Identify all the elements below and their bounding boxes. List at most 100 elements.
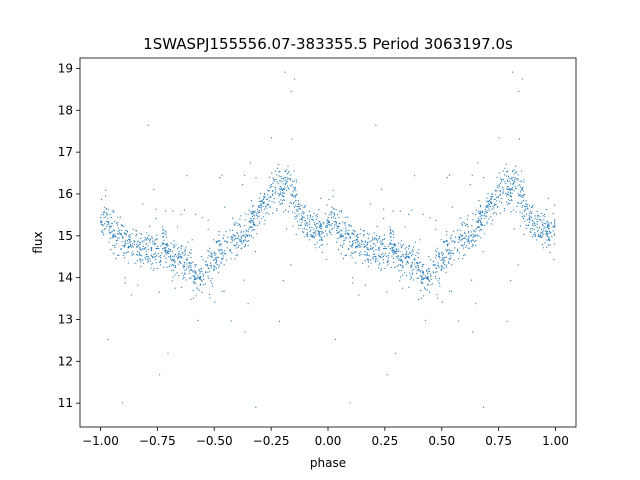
data-point <box>262 201 264 204</box>
data-point <box>175 255 177 257</box>
data-point <box>254 251 257 253</box>
data-point <box>167 244 169 246</box>
data-point <box>357 244 359 246</box>
data-point <box>123 246 126 248</box>
data-point <box>475 228 477 230</box>
data-point <box>534 233 536 235</box>
data-point <box>526 213 528 215</box>
data-point <box>333 207 335 209</box>
data-point <box>100 198 103 201</box>
data-point <box>464 242 466 244</box>
data-point <box>182 265 184 267</box>
data-point <box>103 234 105 236</box>
data-point <box>139 232 141 234</box>
data-point <box>262 205 264 208</box>
data-point <box>311 236 313 238</box>
data-point <box>259 211 261 214</box>
data-point <box>364 241 366 243</box>
data-point <box>527 208 529 210</box>
data-point <box>371 257 374 259</box>
data-point <box>410 267 412 269</box>
data-point <box>375 235 378 237</box>
data-point <box>428 255 430 258</box>
data-point <box>359 244 361 247</box>
data-point <box>131 233 133 235</box>
data-point <box>225 240 227 242</box>
data-point <box>502 189 504 191</box>
data-point <box>155 262 157 264</box>
data-point <box>390 266 392 268</box>
data-point <box>511 192 513 195</box>
data-point <box>282 188 284 190</box>
data-point <box>445 256 447 258</box>
data-point <box>132 228 134 230</box>
data-point <box>132 246 134 248</box>
data-point <box>302 210 304 212</box>
data-point <box>213 268 215 270</box>
data-point <box>339 231 341 233</box>
data-point <box>145 253 147 255</box>
data-point <box>235 254 237 257</box>
data-point <box>463 254 465 257</box>
data-point <box>471 279 473 281</box>
data-point <box>321 251 324 253</box>
data-point <box>420 275 422 277</box>
data-point <box>145 246 147 249</box>
data-point <box>144 239 146 241</box>
data-point <box>211 282 213 284</box>
data-point <box>171 270 173 272</box>
data-point <box>521 201 523 203</box>
data-point <box>289 179 291 181</box>
data-point <box>153 241 155 243</box>
data-point <box>260 200 262 202</box>
data-point <box>432 272 434 274</box>
data-point <box>117 221 119 224</box>
data-point <box>287 177 289 179</box>
data-point <box>291 184 293 186</box>
data-point <box>313 232 315 234</box>
data-point <box>387 256 389 259</box>
data-point <box>406 260 409 263</box>
data-point <box>218 256 220 258</box>
data-point <box>335 222 337 224</box>
data-point <box>283 177 285 179</box>
data-point <box>113 235 116 237</box>
data-point <box>245 233 247 235</box>
data-point <box>310 234 312 236</box>
data-point <box>346 237 348 239</box>
data-point <box>335 223 337 225</box>
data-point <box>183 209 185 211</box>
data-point <box>238 223 240 225</box>
data-point <box>449 290 451 292</box>
data-point <box>531 227 533 230</box>
data-point <box>543 218 545 220</box>
data-point <box>316 222 318 225</box>
data-point <box>330 234 332 236</box>
data-point <box>546 227 548 229</box>
data-point <box>488 218 490 220</box>
data-point <box>512 209 514 211</box>
data-point <box>201 280 203 282</box>
data-point <box>492 205 494 208</box>
data-point <box>421 282 424 284</box>
data-point <box>124 282 126 284</box>
data-point <box>387 245 389 247</box>
data-point <box>370 245 372 247</box>
data-point <box>253 222 255 224</box>
data-point <box>163 243 165 245</box>
data-point <box>454 247 456 249</box>
data-point <box>434 257 437 259</box>
data-point <box>491 193 493 195</box>
data-point <box>355 238 357 241</box>
data-point <box>458 320 460 322</box>
data-point <box>416 272 418 274</box>
data-point <box>174 254 176 256</box>
data-point <box>361 240 363 243</box>
data-point <box>319 227 321 229</box>
data-point <box>129 236 131 238</box>
data-point <box>126 230 128 232</box>
data-point <box>106 214 108 216</box>
data-point <box>249 221 252 224</box>
data-point <box>492 196 494 198</box>
data-point <box>150 238 152 240</box>
